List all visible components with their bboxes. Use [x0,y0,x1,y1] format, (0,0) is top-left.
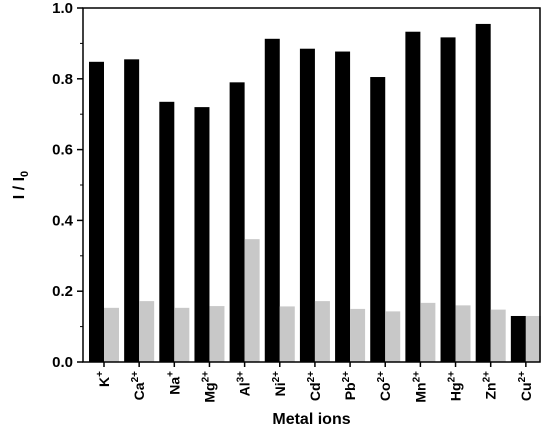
y-axis-title-main: I / I [11,177,28,199]
bar-series2-0 [104,307,119,362]
bar-series2-5 [279,306,295,362]
x-tick-label-charge: 2+ [341,371,352,383]
bar-series1-0 [89,61,104,363]
bar-series2-9 [420,302,436,362]
y-axis-title-subscript: 0 [19,171,31,177]
x-tick-label-element: Mn [412,382,428,402]
x-tick-label-element: Cu [518,382,534,401]
bar-series2-12 [525,315,541,362]
x-tick-label: K+ [95,371,112,387]
bar-series1-1 [124,59,140,362]
y-tick-label: 1.0 [52,0,73,17]
x-tick-label-element: Al [237,382,253,396]
bar-series1-2 [159,101,175,362]
x-tick-label-element: Pb [342,382,358,400]
bar-series2-3 [209,306,225,362]
x-tick-label-charge: 2+ [306,371,317,383]
x-tick-label-element: Mg [201,382,217,402]
x-tick-label-element: Zn [483,382,499,399]
x-tick-label: Ni2+ [271,371,288,397]
x-tick-label-element: Na [166,377,182,395]
x-tick-label: Zn2+ [482,371,499,400]
y-axis-ticks: 0.0 0.2 0.4 0.6 0.8 1.0 [52,0,83,371]
bar-series2-4 [244,239,260,362]
y-tick-label: 0.6 [52,142,73,159]
y-tick-label: 0.4 [52,212,74,229]
bar-series1-12 [510,315,526,362]
x-axis-title: Metal ions [272,411,350,428]
y-axis-title: I / I0 [11,171,31,199]
y-tick-label: 0.0 [52,354,73,371]
bar-series1-9 [405,31,421,362]
bar-series1-5 [264,38,280,363]
x-tick-label-element: K [96,377,112,387]
x-tick-label: Hg2+ [447,371,464,401]
bar-series2-7 [350,308,366,362]
bar-series2-6 [314,301,330,362]
x-tick-label-charge: 2+ [482,371,493,383]
x-tick-label-charge: 2+ [376,371,387,383]
y-tick-label: 0.8 [52,71,73,88]
x-tick-label-element: Ni [272,382,288,396]
x-tick-label-charge: 2+ [130,371,141,383]
bar-series1-10 [440,37,456,362]
x-tick-label-charge: 2+ [411,371,422,383]
bar-series2-8 [385,311,401,362]
x-tick-label-element: Hg [448,382,464,401]
x-tick-label-element: Co [377,382,393,401]
x-axis-ticks: K+Ca2+Na+Mg2+Al3+Ni2+Cd2+Pb2+Co2+Mn2+Hg2… [95,362,534,403]
bars-group [89,23,541,363]
x-tick-label-charge: + [165,371,176,377]
x-tick-label-charge: 3+ [236,371,247,383]
bar-series1-8 [370,77,386,362]
x-tick-label: Ca2+ [130,371,147,400]
x-tick-label: Al3+ [236,371,253,397]
bar-series2-11 [490,309,506,362]
bar-series1-4 [229,82,245,362]
x-tick-label-charge: 2+ [447,371,458,383]
bar-series2-10 [455,305,471,362]
x-tick-label-charge: 2+ [200,371,211,383]
y-tick-label: 0.2 [52,283,73,300]
bar-series1-7 [335,51,351,362]
x-tick-label: Pb2+ [341,371,358,400]
x-tick-label: Cd2+ [306,371,323,401]
bar-series2-2 [174,307,190,362]
x-tick-label-element: Ca [131,382,147,400]
x-tick-label: Co2+ [376,371,393,401]
bar-series2-1 [139,301,155,362]
bar-series1-11 [475,23,491,363]
x-tick-label: Cu2+ [517,371,534,401]
x-tick-label-charge: 2+ [517,371,528,383]
bar-series1-3 [194,107,210,363]
x-tick-label: Mg2+ [200,371,217,403]
x-tick-label: Mn2+ [411,371,428,403]
x-tick-label: Na+ [165,371,182,395]
x-tick-label-charge: + [95,371,106,377]
x-tick-label-charge: 2+ [271,371,282,383]
x-tick-label-element: Cd [307,382,323,401]
bar-series1-6 [299,48,315,363]
